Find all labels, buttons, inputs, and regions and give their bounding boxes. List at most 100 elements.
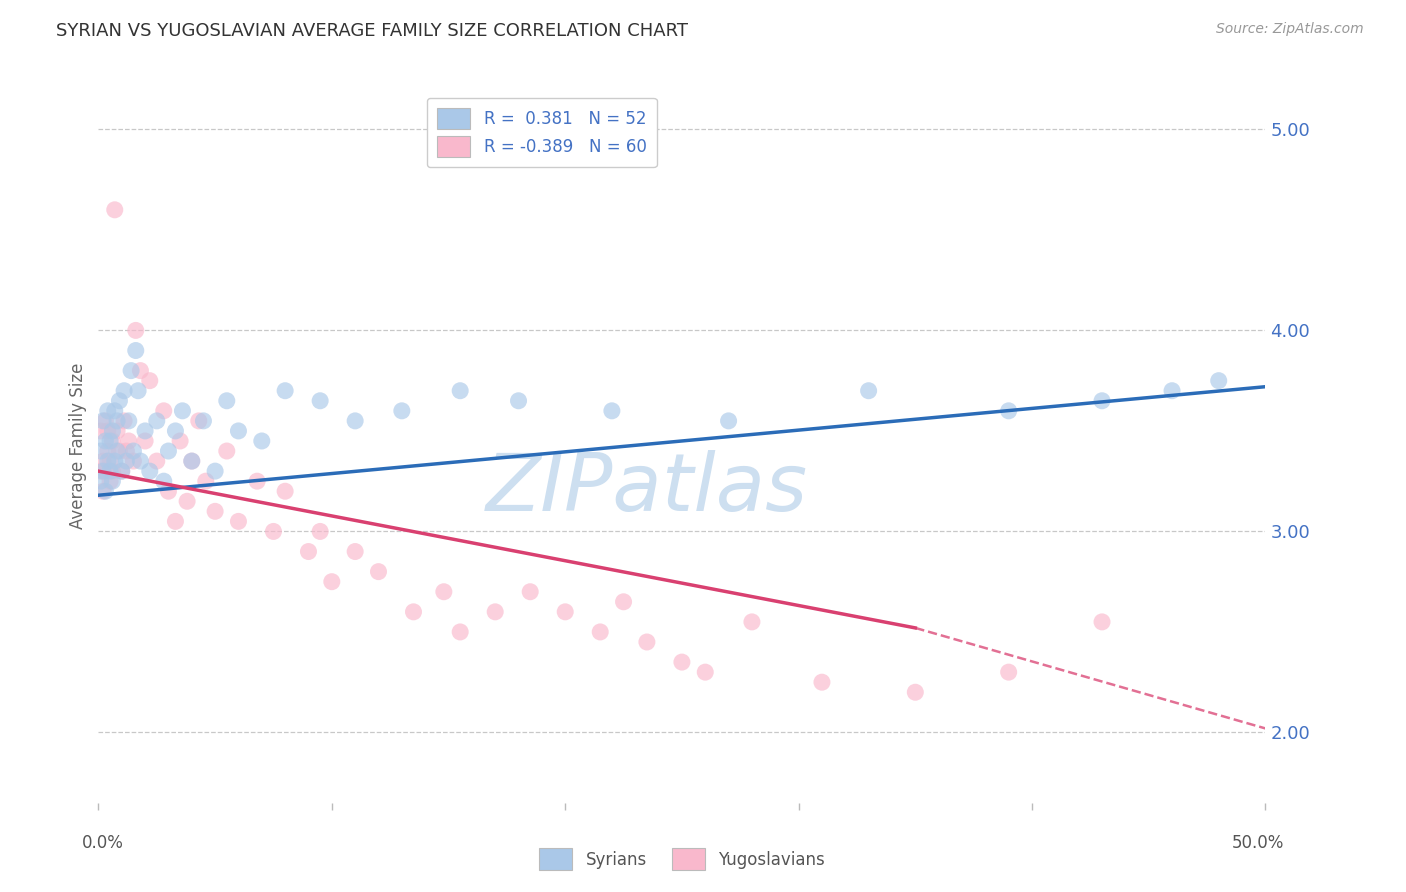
Point xyxy=(246,474,269,488)
Point xyxy=(90,464,112,478)
Point xyxy=(129,454,152,468)
Point xyxy=(741,615,763,629)
Point xyxy=(98,464,121,478)
Point xyxy=(433,584,456,599)
Point xyxy=(449,624,471,639)
Point xyxy=(997,404,1019,418)
Point xyxy=(204,504,226,518)
Point xyxy=(104,202,127,217)
Point xyxy=(98,454,121,468)
Point xyxy=(997,665,1019,680)
Point xyxy=(134,434,156,448)
Point xyxy=(90,444,112,458)
Point xyxy=(157,484,180,499)
Text: 50.0%: 50.0% xyxy=(1232,834,1285,852)
Point xyxy=(215,393,238,408)
Point xyxy=(274,484,297,499)
Legend: Syrians, Yugoslavians: Syrians, Yugoslavians xyxy=(531,842,832,877)
Point xyxy=(811,675,834,690)
Text: SYRIAN VS YUGOSLAVIAN AVERAGE FAMILY SIZE CORRELATION CHART: SYRIAN VS YUGOSLAVIAN AVERAGE FAMILY SIZ… xyxy=(56,22,689,40)
Point xyxy=(111,464,134,478)
Point xyxy=(115,454,138,468)
Point xyxy=(172,404,194,418)
Point xyxy=(228,424,250,438)
Point xyxy=(104,404,127,418)
Point xyxy=(118,414,141,428)
Point xyxy=(127,384,149,398)
Point xyxy=(91,484,114,499)
Point xyxy=(165,424,187,438)
Point xyxy=(321,574,343,589)
Point xyxy=(1208,374,1230,388)
Point xyxy=(105,444,128,458)
Point xyxy=(613,595,636,609)
Point xyxy=(858,384,880,398)
Point xyxy=(250,434,273,448)
Point xyxy=(309,524,332,539)
Point xyxy=(94,414,117,428)
Point xyxy=(101,474,124,488)
Point xyxy=(152,474,174,488)
Point xyxy=(449,384,471,398)
Point xyxy=(1161,384,1184,398)
Point xyxy=(104,454,127,468)
Point xyxy=(122,454,145,468)
Point xyxy=(484,605,506,619)
Point xyxy=(129,363,152,377)
Point xyxy=(139,464,162,478)
Point xyxy=(111,464,134,478)
Point xyxy=(108,444,131,458)
Point xyxy=(228,515,250,529)
Point xyxy=(671,655,693,669)
Point xyxy=(118,434,141,448)
Point xyxy=(1091,615,1114,629)
Point xyxy=(125,343,148,358)
Point xyxy=(94,434,117,448)
Point xyxy=(904,685,927,699)
Point xyxy=(122,444,145,458)
Point xyxy=(146,454,169,468)
Point xyxy=(115,444,138,458)
Point xyxy=(636,635,658,649)
Point xyxy=(112,384,135,398)
Point xyxy=(91,464,114,478)
Point xyxy=(695,665,717,680)
Point xyxy=(157,444,180,458)
Point xyxy=(97,404,120,418)
Point xyxy=(344,414,367,428)
Point xyxy=(262,524,284,539)
Y-axis label: Average Family Size: Average Family Size xyxy=(69,363,87,529)
Point xyxy=(101,424,124,438)
Point xyxy=(309,393,332,408)
Point xyxy=(112,414,135,428)
Text: Source: ZipAtlas.com: Source: ZipAtlas.com xyxy=(1216,22,1364,37)
Point xyxy=(146,414,169,428)
Point xyxy=(187,414,209,428)
Point xyxy=(176,494,198,508)
Point xyxy=(101,464,124,478)
Point xyxy=(204,464,226,478)
Point xyxy=(194,474,217,488)
Text: 0.0%: 0.0% xyxy=(82,834,124,852)
Point xyxy=(98,434,121,448)
Point xyxy=(139,374,162,388)
Point xyxy=(165,515,187,529)
Point xyxy=(554,605,576,619)
Point xyxy=(125,323,148,337)
Point xyxy=(297,544,319,558)
Point xyxy=(215,444,238,458)
Point xyxy=(97,424,120,438)
Text: ZIPatlas: ZIPatlas xyxy=(486,450,808,528)
Point xyxy=(600,404,623,418)
Point xyxy=(274,384,297,398)
Point xyxy=(169,434,191,448)
Point xyxy=(108,393,131,408)
Point xyxy=(344,544,367,558)
Point xyxy=(508,393,530,408)
Point xyxy=(152,404,174,418)
Point xyxy=(391,404,413,418)
Point xyxy=(105,424,128,438)
Point xyxy=(101,434,124,448)
Point xyxy=(90,424,112,438)
Point xyxy=(120,363,142,377)
